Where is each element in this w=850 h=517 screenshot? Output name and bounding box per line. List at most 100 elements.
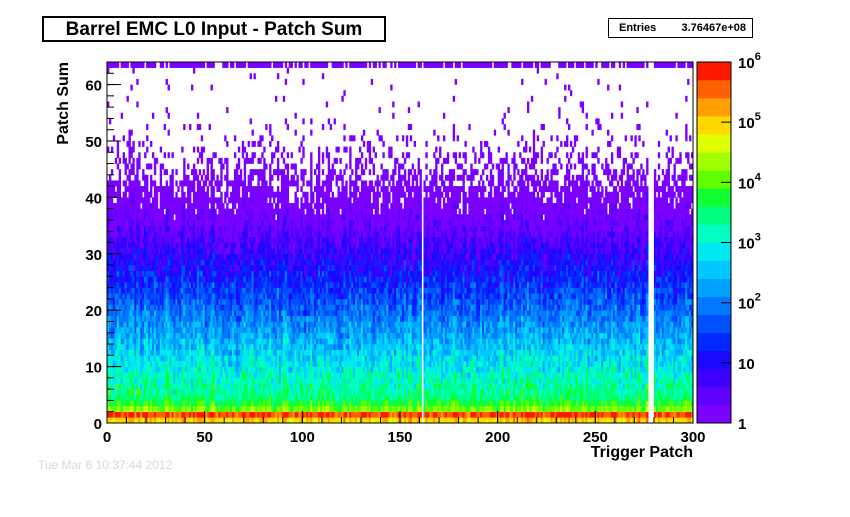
heatmap-cell bbox=[124, 276, 127, 283]
heatmap-cell bbox=[187, 174, 190, 181]
heatmap-cell bbox=[226, 163, 229, 170]
heatmap-cell bbox=[128, 372, 131, 379]
heatmap-cell bbox=[132, 146, 135, 153]
heatmap-cell bbox=[136, 219, 139, 226]
heatmap-cell bbox=[128, 338, 131, 345]
heatmap-cell bbox=[269, 129, 272, 136]
heatmap-cell bbox=[107, 394, 110, 401]
heatmap-cell bbox=[112, 265, 116, 271]
heatmap-cell bbox=[136, 236, 139, 243]
heatmap-cell bbox=[130, 231, 133, 238]
heatmap-cell bbox=[112, 214, 116, 221]
heatmap-cell bbox=[116, 338, 120, 345]
heatmap-cell bbox=[153, 180, 157, 187]
heatmap-cell bbox=[120, 242, 124, 249]
heatmap-cell bbox=[132, 281, 135, 288]
heatmap-cell bbox=[116, 225, 120, 232]
heatmap-cell bbox=[108, 118, 112, 125]
heatmap-cell bbox=[200, 152, 204, 159]
heatmap-cell bbox=[116, 242, 120, 249]
heatmap-cell bbox=[304, 169, 307, 176]
heatmap-cell bbox=[114, 417, 118, 424]
heatmap-cell bbox=[290, 152, 293, 159]
heatmap-cell bbox=[132, 338, 135, 345]
heatmap-cell bbox=[132, 236, 135, 243]
heatmap-cell bbox=[114, 366, 118, 373]
heatmap-cell bbox=[118, 332, 122, 339]
heatmap-cell bbox=[114, 355, 118, 362]
heatmap-cell bbox=[220, 174, 223, 181]
heatmap-cell bbox=[128, 293, 131, 300]
heatmap-cell bbox=[110, 276, 114, 283]
heatmap-cell bbox=[136, 366, 139, 373]
heatmap-cell bbox=[116, 372, 120, 379]
heatmap-cell bbox=[134, 287, 137, 294]
heatmap-cell bbox=[128, 349, 131, 356]
heatmap-cell bbox=[118, 219, 122, 226]
heatmap-cell bbox=[110, 355, 114, 362]
heatmap-cell bbox=[132, 310, 135, 317]
heatmap-cell bbox=[134, 417, 137, 424]
heatmap-cell bbox=[108, 389, 112, 396]
heatmap-cell bbox=[136, 332, 139, 339]
heatmap-cell bbox=[116, 248, 120, 255]
heatmap-cell bbox=[237, 157, 241, 164]
heatmap-cell bbox=[226, 169, 229, 176]
heatmap-cell bbox=[126, 197, 129, 204]
heatmap-cell bbox=[114, 383, 118, 390]
heatmap-cell bbox=[134, 366, 137, 373]
heatmap-cell bbox=[122, 270, 125, 277]
heatmap-cell bbox=[112, 406, 116, 413]
heatmap-cell bbox=[120, 112, 124, 119]
heatmap-cell bbox=[107, 366, 110, 373]
heatmap-cell bbox=[108, 327, 112, 334]
heatmap-cell bbox=[134, 242, 137, 249]
heatmap-cell bbox=[118, 344, 122, 350]
heatmap-cell bbox=[286, 152, 290, 159]
heatmap-cell bbox=[108, 248, 112, 255]
heatmap-cell bbox=[128, 231, 131, 238]
heatmap-cell bbox=[138, 394, 141, 401]
heatmap-cell bbox=[116, 265, 120, 271]
heatmap-cell bbox=[124, 400, 127, 407]
heatmap-cell bbox=[126, 321, 129, 328]
heatmap-cell bbox=[196, 157, 200, 164]
heatmap-cell bbox=[110, 146, 114, 153]
heatmap-cell bbox=[116, 360, 120, 367]
heatmap-cell bbox=[122, 219, 125, 226]
heatmap-cell bbox=[263, 174, 266, 181]
heatmap-cell bbox=[171, 169, 174, 176]
heatmap-cell bbox=[132, 191, 135, 198]
heatmap-cell bbox=[312, 191, 315, 198]
heatmap-cell bbox=[124, 406, 127, 413]
heatmap-cell bbox=[146, 135, 149, 142]
heatmap-cell bbox=[134, 389, 137, 396]
heatmap-cell bbox=[134, 174, 137, 181]
heatmap-cell bbox=[122, 304, 125, 311]
heatmap-cell bbox=[271, 157, 274, 164]
heatmap-cell bbox=[130, 298, 133, 305]
heatmap-cell bbox=[110, 287, 114, 294]
heatmap-cell bbox=[124, 372, 127, 379]
heatmap-cell bbox=[114, 203, 118, 209]
heatmap-cell bbox=[114, 191, 118, 198]
heatmap-cell bbox=[269, 163, 272, 170]
heatmap-cell bbox=[136, 298, 139, 305]
heatmap-cell bbox=[107, 191, 110, 198]
heatmap-cell bbox=[183, 169, 186, 176]
heatmap-cell bbox=[136, 327, 139, 334]
heatmap-cell bbox=[122, 360, 125, 367]
heatmap-cell bbox=[237, 146, 241, 153]
heatmap-cell bbox=[108, 203, 112, 209]
heatmap-cell bbox=[198, 169, 202, 176]
heatmap-cell bbox=[120, 253, 124, 260]
heatmap-cell bbox=[265, 124, 268, 130]
heatmap-cell bbox=[110, 377, 114, 384]
heatmap-cell bbox=[108, 411, 112, 418]
heatmap-cell bbox=[142, 62, 145, 68]
heatmap-cell bbox=[124, 287, 127, 294]
heatmap-cell bbox=[183, 124, 186, 130]
heatmap-cell bbox=[120, 197, 124, 204]
heatmap-cell bbox=[136, 287, 139, 294]
heatmap-cell bbox=[128, 169, 131, 176]
